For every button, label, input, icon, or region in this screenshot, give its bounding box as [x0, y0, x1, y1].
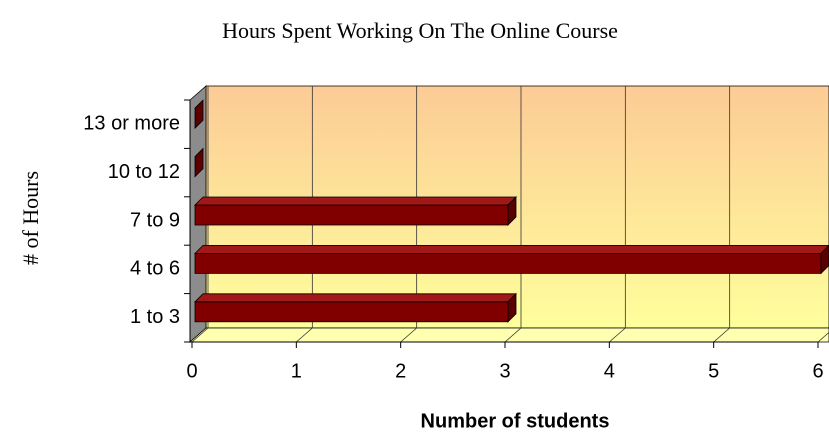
floor-grid-line: [609, 327, 626, 343]
x-axis-label: Number of students: [421, 410, 610, 432]
x-tick-label: 0: [186, 360, 197, 382]
bar-top: [194, 293, 517, 303]
floor: [188, 327, 829, 343]
bar: [194, 301, 509, 323]
floor-grid-line: [817, 331, 829, 343]
bar-group: [194, 196, 517, 226]
bar-end: [507, 292, 517, 323]
y-tick-label: 1 to 3: [130, 306, 180, 328]
x-tick-label: 5: [708, 360, 719, 382]
bar-group: [194, 99, 204, 130]
bar-group: [194, 147, 204, 178]
bar-group: [194, 292, 517, 323]
y-tick-label: 13 or more: [83, 112, 180, 134]
bar-end: [507, 196, 517, 226]
y-tick-label: 10 to 12: [108, 161, 180, 183]
bar-group: [194, 244, 829, 275]
bar: [194, 252, 822, 274]
x-tick-label: 6: [812, 360, 823, 382]
x-tick-label: 4: [604, 360, 615, 382]
y-tick-label: 4 to 6: [130, 258, 180, 280]
floor-grid-line: [296, 327, 313, 343]
bar-end: [194, 147, 204, 178]
chart-title: Hours Spent Working On The Online Course: [222, 18, 618, 43]
bar: [194, 204, 509, 226]
x-tick-label: 3: [499, 360, 510, 382]
floor-grid-line: [504, 327, 522, 343]
floor-grid-line: [191, 327, 209, 343]
bar-end: [194, 99, 204, 130]
bar-top: [194, 244, 829, 254]
x-tick-label: 1: [291, 360, 302, 382]
bar-top: [194, 196, 517, 206]
floor-grid-line: [400, 327, 417, 343]
bar-end: [820, 244, 829, 275]
floor-grid-line: [713, 327, 730, 343]
x-tick-label: 2: [395, 360, 406, 382]
y-tick-label: 7 to 9: [130, 209, 180, 231]
y-axis-label: # of Hours: [18, 171, 43, 265]
